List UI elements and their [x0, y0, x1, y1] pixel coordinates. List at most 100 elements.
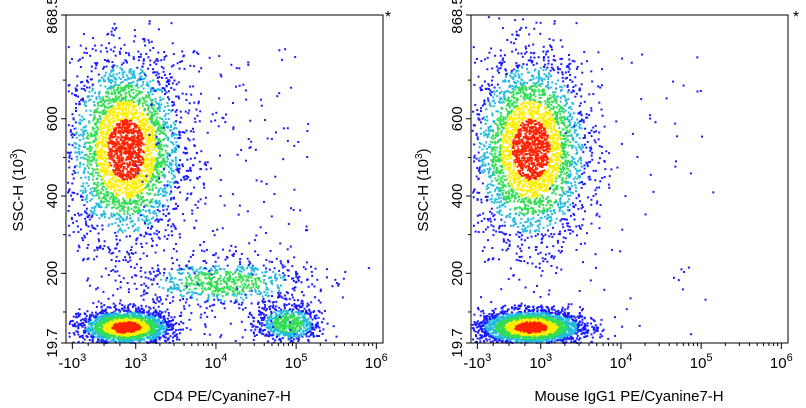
- data-point: [93, 227, 96, 230]
- data-point: [120, 152, 123, 155]
- data-point: [156, 172, 159, 175]
- data-point: [124, 229, 127, 232]
- data-point: [156, 76, 159, 79]
- data-point: [99, 84, 102, 87]
- data-point: [107, 247, 110, 250]
- data-point: [129, 176, 132, 179]
- data-point: [103, 326, 106, 329]
- data-point: [87, 167, 90, 170]
- data-point: [143, 235, 146, 238]
- data-point: [117, 338, 120, 341]
- data-point: [99, 131, 102, 134]
- data-point: [116, 337, 119, 340]
- data-point: [146, 150, 149, 153]
- data-point: [128, 132, 131, 135]
- data-point: [127, 304, 130, 307]
- data-point: [112, 195, 115, 198]
- data-point: [152, 71, 155, 74]
- data-point: [141, 162, 144, 165]
- data-point: [94, 314, 97, 317]
- data-point: [150, 316, 153, 319]
- data-point: [131, 108, 134, 111]
- data-point: [92, 117, 95, 120]
- data-point: [87, 320, 90, 323]
- data-point: [111, 184, 114, 187]
- data-point: [153, 232, 156, 235]
- data-point: [111, 150, 114, 153]
- data-point: [85, 195, 88, 198]
- data-point: [124, 189, 127, 192]
- data-point: [133, 328, 136, 331]
- data-point: [163, 328, 166, 331]
- data-point: [170, 76, 173, 79]
- data-point: [192, 127, 195, 130]
- data-point: [154, 131, 157, 134]
- data-point: [127, 85, 130, 88]
- data-point: [100, 333, 103, 336]
- data-point: [110, 141, 113, 144]
- data-point: [108, 181, 111, 184]
- data-point: [161, 87, 164, 90]
- data-point: [175, 338, 178, 341]
- data-point: [115, 95, 118, 98]
- data-point: [70, 133, 73, 136]
- data-point: [86, 132, 89, 135]
- data-point: [177, 145, 180, 148]
- data-point: [73, 191, 76, 194]
- data-point: [167, 126, 170, 129]
- data-point: [91, 314, 94, 317]
- data-point: [159, 314, 162, 317]
- data-point: [99, 245, 102, 248]
- data-point: [151, 117, 154, 120]
- data-point: [149, 174, 152, 177]
- data-point: [126, 116, 129, 119]
- data-point: [117, 189, 120, 192]
- data-point: [127, 260, 130, 263]
- data-point: [123, 167, 126, 170]
- data-point: [87, 326, 90, 329]
- data-point: [132, 152, 135, 155]
- data-point: [114, 149, 117, 152]
- data-point: [148, 96, 151, 99]
- data-point: [112, 319, 115, 322]
- data-point: [94, 194, 97, 197]
- data-point: [126, 129, 129, 132]
- data-point: [103, 106, 106, 109]
- data-point: [137, 229, 140, 232]
- data-point: [164, 160, 167, 163]
- data-point: [127, 99, 130, 102]
- data-point: [127, 291, 130, 294]
- data-point: [131, 164, 134, 167]
- data-point: [113, 141, 116, 144]
- data-point: [185, 198, 188, 201]
- data-point: [163, 123, 166, 126]
- data-point: [159, 193, 162, 196]
- data-point: [71, 92, 74, 95]
- data-point: [96, 152, 99, 155]
- data-point: [169, 325, 172, 328]
- data-point: [133, 230, 136, 233]
- data-point: [83, 51, 86, 54]
- data-point: [118, 76, 121, 79]
- data-point: [147, 185, 150, 188]
- data-point: [85, 212, 88, 215]
- data-point: [163, 133, 166, 136]
- data-point: [86, 148, 89, 151]
- data-point: [140, 189, 143, 192]
- data-point: [165, 54, 168, 57]
- data-point: [74, 87, 77, 90]
- data-point: [93, 181, 96, 184]
- data-point: [128, 235, 131, 238]
- data-point: [119, 187, 122, 190]
- data-point: [96, 183, 99, 186]
- data-point: [125, 103, 128, 106]
- data-point: [124, 190, 127, 193]
- data-point: [98, 95, 101, 98]
- data-point: [159, 146, 162, 149]
- data-point: [154, 330, 157, 333]
- data-point: [114, 173, 117, 176]
- data-point: [137, 134, 140, 137]
- data-point: [136, 93, 139, 96]
- data-point: [86, 279, 89, 282]
- data-point: [101, 213, 104, 216]
